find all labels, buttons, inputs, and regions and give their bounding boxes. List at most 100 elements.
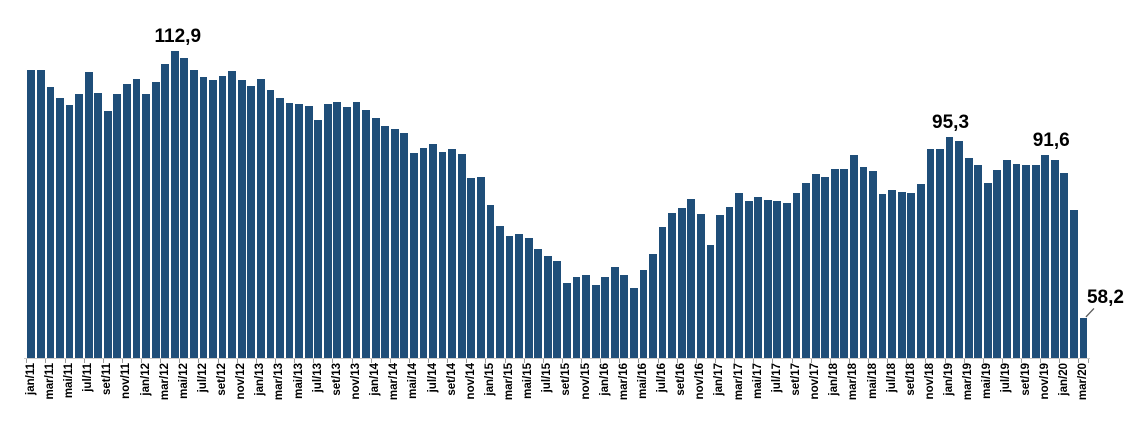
bar-abr/12 bbox=[170, 51, 179, 358]
x-tick-label-nov/16: nov/16 bbox=[694, 363, 707, 400]
x-tick-label-jan/16: jan/16 bbox=[598, 363, 611, 396]
bar-fev/11 bbox=[36, 70, 45, 358]
bar-mar/11 bbox=[46, 86, 55, 358]
bar-mai/13 bbox=[295, 104, 304, 358]
bar-abr/17 bbox=[744, 200, 753, 358]
bar-nov/14 bbox=[467, 178, 476, 358]
bar-set/12 bbox=[218, 75, 227, 358]
bar-abr/14 bbox=[400, 132, 409, 358]
bar-dez/13 bbox=[362, 110, 370, 358]
x-axis-tick bbox=[1078, 359, 1080, 363]
x-tick-label-jul/14: jul/14 bbox=[426, 363, 439, 393]
bar-mai/11 bbox=[65, 105, 74, 358]
bar-ago/19 bbox=[1012, 163, 1021, 358]
bar-out/19 bbox=[1031, 164, 1040, 358]
x-tick-label-mai/11: mai/11 bbox=[63, 363, 76, 399]
bar-set/15 bbox=[563, 283, 571, 358]
bar-jul/14 bbox=[429, 144, 437, 358]
bar-dez/14 bbox=[476, 177, 485, 358]
x-axis-tick bbox=[466, 359, 468, 363]
bar-out/15 bbox=[572, 277, 581, 358]
x-tick-label-nov/13: nov/13 bbox=[350, 363, 362, 400]
x-axis-tick bbox=[848, 359, 850, 363]
bar-mai/16 bbox=[639, 270, 648, 358]
bar-ago/14 bbox=[438, 151, 447, 358]
x-axis-tick bbox=[255, 359, 257, 363]
x-tick-label-nov/14: nov/14 bbox=[464, 363, 477, 400]
x-tick-label-mai/15: mai/15 bbox=[522, 363, 535, 399]
x-tick-label-set/13: set/13 bbox=[330, 363, 343, 396]
bar-abr/15 bbox=[515, 234, 523, 358]
x-tick-label-jan/12: jan/12 bbox=[139, 363, 152, 396]
x-tick-label-jan/17: jan/17 bbox=[713, 363, 726, 396]
x-axis-tick bbox=[714, 359, 716, 363]
x-axis-tick bbox=[1088, 359, 1090, 363]
bar-jun/19 bbox=[993, 170, 1002, 358]
x-axis-tick bbox=[332, 359, 334, 363]
x-axis-tick bbox=[1001, 359, 1003, 363]
x-tick-label-set/18: set/18 bbox=[904, 363, 917, 396]
x-tick-label-jul/18: jul/18 bbox=[885, 363, 898, 393]
bar-ago/17 bbox=[783, 203, 791, 358]
x-axis-tick bbox=[561, 359, 563, 363]
x-tick-label-jan/11: jan/11 bbox=[24, 363, 37, 395]
x-axis-tick bbox=[523, 359, 525, 363]
x-axis-tick bbox=[1040, 359, 1042, 363]
x-axis-tick bbox=[370, 359, 372, 363]
bar-fev/12 bbox=[151, 81, 160, 358]
bar-set/16 bbox=[677, 208, 686, 358]
bar-dez/16 bbox=[706, 245, 715, 358]
x-axis-tick bbox=[829, 359, 831, 363]
x-tick-label-mai/12: mai/12 bbox=[177, 363, 190, 399]
x-axis-tick bbox=[313, 359, 315, 363]
bar-mar/15 bbox=[505, 235, 514, 358]
bar-jan/16 bbox=[601, 277, 610, 358]
x-axis-tick bbox=[906, 359, 908, 363]
bar-jan/14 bbox=[371, 117, 380, 358]
bar-jun/12 bbox=[190, 70, 198, 358]
x-tick-label-mar/16: mar/16 bbox=[617, 363, 630, 401]
bar-nov/15 bbox=[582, 274, 590, 358]
bar-out/16 bbox=[687, 199, 696, 358]
bar-ago/16 bbox=[668, 213, 677, 358]
x-tick-label-mai/19: mai/19 bbox=[981, 363, 994, 399]
data-label-mar/20: 58,2 bbox=[1086, 286, 1124, 308]
bar-jan/19 bbox=[945, 136, 954, 358]
x-tick-label-nov/19: nov/19 bbox=[1038, 363, 1051, 400]
x-tick-label-jan/14: jan/14 bbox=[369, 363, 382, 396]
x-axis-tick bbox=[504, 359, 506, 363]
bar-jan/13 bbox=[256, 79, 265, 358]
bar-jun/15 bbox=[534, 248, 543, 358]
x-tick-label-jul/11: jul/11 bbox=[82, 363, 95, 392]
annotation-leader-line bbox=[1085, 308, 1095, 318]
x-tick-label-set/11: set/11 bbox=[101, 363, 114, 395]
x-tick-label-nov/15: nov/15 bbox=[579, 363, 592, 400]
bar-fev/18 bbox=[840, 169, 849, 358]
x-axis-tick bbox=[179, 359, 181, 363]
x-tick-label-mai/17: mai/17 bbox=[751, 363, 764, 399]
bar-jan/15 bbox=[486, 205, 495, 358]
x-tick-label-set/14: set/14 bbox=[445, 363, 458, 396]
x-tick-label-jul/17: jul/17 bbox=[770, 363, 783, 393]
x-tick-label-mar/19: mar/19 bbox=[962, 363, 975, 401]
bar-ago/15 bbox=[553, 260, 562, 358]
x-axis-tick bbox=[657, 359, 659, 363]
x-tick-label-mai/16: mai/16 bbox=[636, 363, 649, 399]
bar-out/14 bbox=[457, 154, 466, 358]
bar-jun/17 bbox=[763, 199, 772, 358]
bar-nov/16 bbox=[696, 214, 705, 358]
x-axis-tick bbox=[121, 359, 123, 363]
x-tick-label-mar/12: mar/12 bbox=[158, 363, 171, 401]
x-axis-tick bbox=[695, 359, 697, 363]
bar-mar/13 bbox=[276, 98, 284, 358]
bar-jul/19 bbox=[1003, 159, 1011, 358]
bar-set/19 bbox=[1022, 164, 1030, 358]
bar-mar/17 bbox=[735, 192, 743, 358]
bar-jul/17 bbox=[773, 200, 782, 358]
x-tick-label-jan/20: jan/20 bbox=[1057, 363, 1070, 396]
x-axis-tick bbox=[83, 359, 85, 363]
x-axis-tick bbox=[351, 359, 353, 363]
x-axis-tick bbox=[389, 359, 391, 363]
bar-jun/18 bbox=[878, 194, 887, 358]
bar-ago/13 bbox=[323, 104, 332, 358]
